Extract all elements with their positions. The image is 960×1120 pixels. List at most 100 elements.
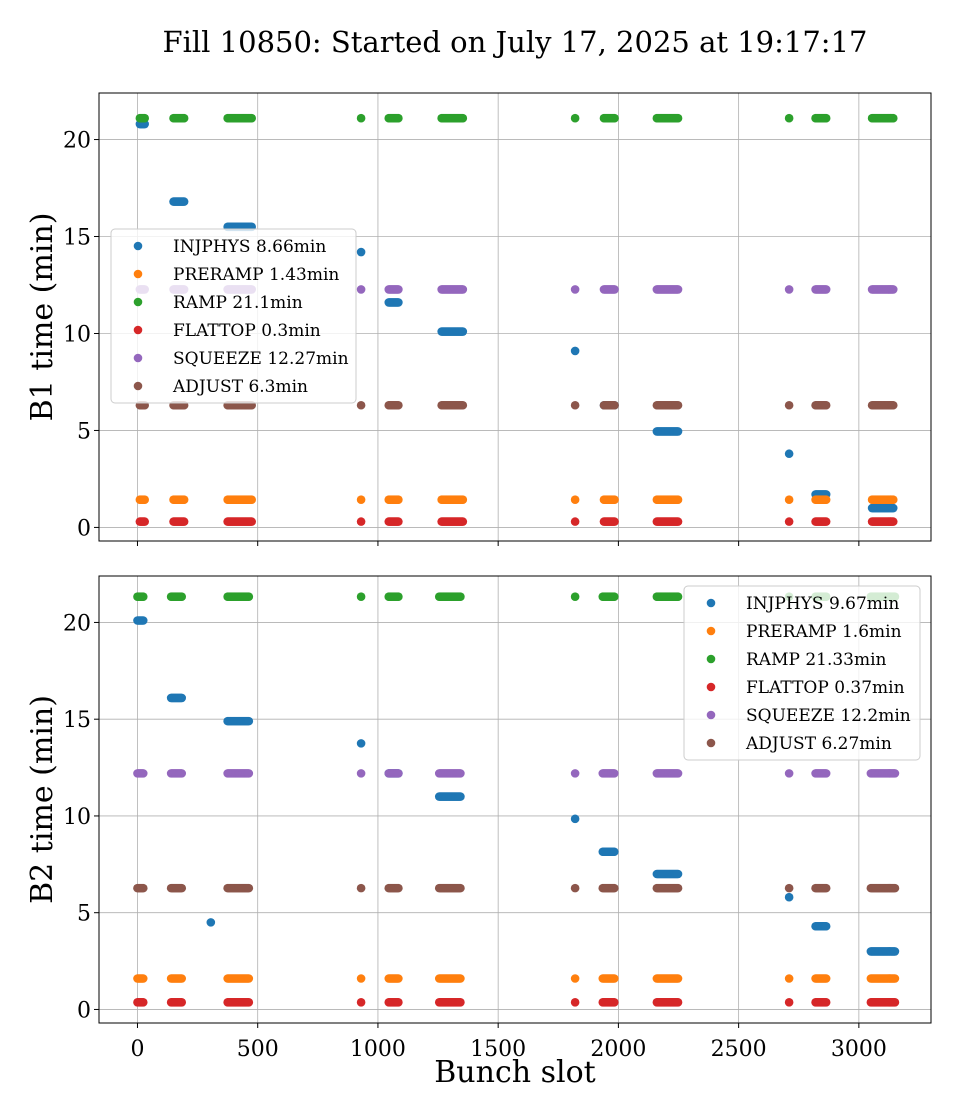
point-injphys [890,947,900,956]
point-ramp [570,592,580,602]
point-adjust [888,400,898,410]
legend: INJPHYS 8.66min PRERAMP 1.43min RAMP 21.1m… [110,228,357,404]
point-preramp [356,974,366,983]
point-flattop [610,517,619,526]
point-ramp [610,592,619,602]
point-ramp [247,113,256,123]
scatter-points [133,592,900,1007]
point-flattop [244,997,254,1007]
point-adjust [784,400,794,410]
legend-marker-preramp [133,269,143,279]
point-preramp [394,974,403,983]
legend-marker-injphys [706,598,716,608]
point-preramp [890,974,900,983]
y-tick-label: 20 [63,129,91,154]
point-flattop [784,517,794,526]
point-squeeze [356,285,366,294]
point-squeeze [394,285,403,294]
legend-marker-adjust [706,738,716,748]
point-squeeze [673,769,683,778]
legend-marker-adjust [133,381,143,391]
point-flattop [610,997,619,1007]
point-flattop [784,997,794,1007]
point-squeeze [890,769,900,778]
point-squeeze [138,769,148,778]
point-squeeze [570,285,580,294]
point-preramp [140,495,149,504]
point-adjust [673,400,683,410]
legend: INJPHYS 9.67min PRERAMP 1.6min RAMP 21.33m… [683,585,921,761]
legend-label-flattop: FLATTOP 0.3min [173,321,321,341]
legend-label-preramp: PRERAMP 1.43min [173,265,339,285]
legend-marker-preramp [706,626,716,636]
point-squeeze [244,769,254,778]
point-squeeze [821,769,831,778]
panel-b1: 0 5 10 15 20 B1 time (min) INJPHYS 8.66min PRER… [25,92,932,546]
point-preramp [138,974,148,983]
legend-label-injphys: INJPHYS 8.66min [173,237,326,257]
legend-label-adjust: ADJUST 6.27min [745,734,892,754]
legend-marker-flattop [706,682,716,692]
legend-label-squeeze: SQUEEZE 12.2min [746,706,911,726]
point-preramp [244,974,254,983]
point-preramp [821,974,831,983]
legend-marker-flattop [133,325,143,335]
point-adjust [610,400,619,410]
legend-label-flattop: FLATTOP 0.37min [746,678,905,698]
point-flattop [458,517,468,526]
point-adjust [356,400,366,410]
point-adjust [244,883,254,893]
point-adjust [821,883,831,893]
point-preramp [821,495,831,504]
point-adjust [570,400,580,410]
legend-marker-ramp [706,654,716,664]
point-adjust [456,883,465,893]
point-squeeze [394,769,403,778]
point-squeeze [888,285,898,294]
point-ramp [394,113,403,123]
point-flattop [394,517,403,526]
point-adjust [177,883,187,893]
point-ramp [821,113,831,123]
point-flattop [570,997,580,1007]
point-flattop [140,517,149,526]
point-squeeze [784,769,794,778]
point-flattop [673,517,683,526]
legend-label-ramp: RAMP 21.1min [173,293,303,313]
point-flattop [456,997,465,1007]
point-injphys [673,427,683,436]
y-tick-label: 5 [77,419,91,444]
point-preramp [456,974,465,983]
plot-frame [98,575,932,1024]
point-flattop [177,997,187,1007]
legend-marker-injphys [133,241,143,251]
point-flattop [179,517,189,526]
point-injphys [356,247,366,257]
point-preramp [784,974,794,983]
legend-label-injphys: INJPHYS 9.67min [746,594,899,614]
point-injphys [206,918,216,927]
point-injphys [888,503,898,513]
point-injphys [244,716,254,726]
x-tick-label: 500 [237,1037,279,1062]
point-injphys [570,346,580,356]
point-adjust [394,400,403,410]
point-adjust [673,883,683,893]
point-squeeze [673,285,683,294]
point-injphys [394,298,403,307]
point-adjust [890,883,900,893]
legend-marker-squeeze [133,353,143,363]
point-preramp [458,495,468,504]
point-flattop [821,517,831,526]
point-squeeze [177,769,187,778]
x-tick-label: 1000 [350,1037,406,1062]
point-squeeze [784,285,794,294]
point-ramp [394,592,403,602]
x-tick-label: 0 [130,1037,144,1062]
point-squeeze [570,769,580,778]
point-adjust [356,883,366,893]
plot-frame [98,92,932,542]
y-tick-label: 20 [63,611,91,636]
legend-box [110,228,357,404]
